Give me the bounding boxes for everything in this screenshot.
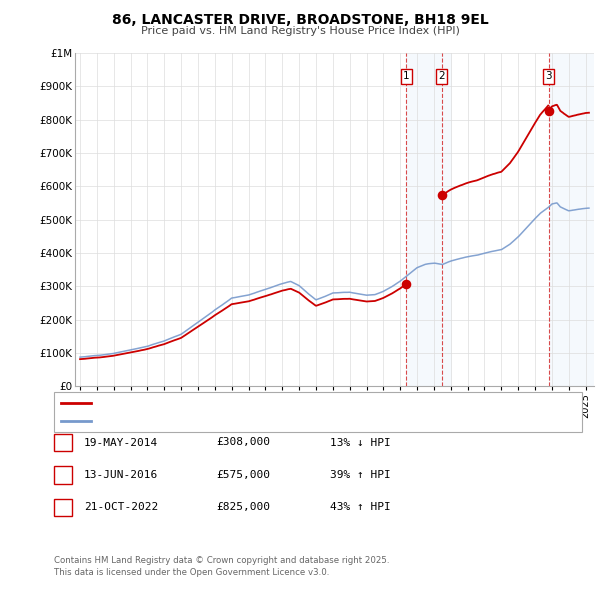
Point	[437, 190, 446, 199]
Text: £575,000: £575,000	[216, 470, 270, 480]
Text: 2: 2	[438, 71, 445, 81]
Text: 86, LANCASTER DRIVE, BROADSTONE, BH18 9EL (detached house): 86, LANCASTER DRIVE, BROADSTONE, BH18 9E…	[96, 398, 444, 408]
Text: 1: 1	[59, 438, 67, 447]
Text: 3: 3	[59, 503, 67, 512]
Text: HPI: Average price, detached house, Bournemouth Christchurch and Poole: HPI: Average price, detached house, Bour…	[96, 416, 484, 426]
Text: Price paid vs. HM Land Registry's House Price Index (HPI): Price paid vs. HM Land Registry's House …	[140, 26, 460, 36]
Point	[544, 107, 553, 116]
Point	[401, 279, 411, 289]
Text: 13-JUN-2016: 13-JUN-2016	[84, 470, 158, 480]
Text: 19-MAY-2014: 19-MAY-2014	[84, 438, 158, 447]
Text: £308,000: £308,000	[216, 438, 270, 447]
Bar	[406, 53, 442, 386]
Text: 21-OCT-2022: 21-OCT-2022	[84, 503, 158, 512]
Text: 86, LANCASTER DRIVE, BROADSTONE, BH18 9EL: 86, LANCASTER DRIVE, BROADSTONE, BH18 9E…	[112, 13, 488, 27]
Text: 2: 2	[59, 470, 67, 480]
Text: Contains HM Land Registry data © Crown copyright and database right 2025.
This d: Contains HM Land Registry data © Crown c…	[54, 556, 389, 577]
Text: 43% ↑ HPI: 43% ↑ HPI	[330, 503, 391, 512]
Text: 13% ↓ HPI: 13% ↓ HPI	[330, 438, 391, 447]
Bar	[442, 53, 452, 386]
Text: 39% ↑ HPI: 39% ↑ HPI	[330, 470, 391, 480]
Text: 1: 1	[403, 71, 410, 81]
Text: £825,000: £825,000	[216, 503, 270, 512]
Text: 3: 3	[545, 71, 552, 81]
Bar	[548, 53, 594, 386]
